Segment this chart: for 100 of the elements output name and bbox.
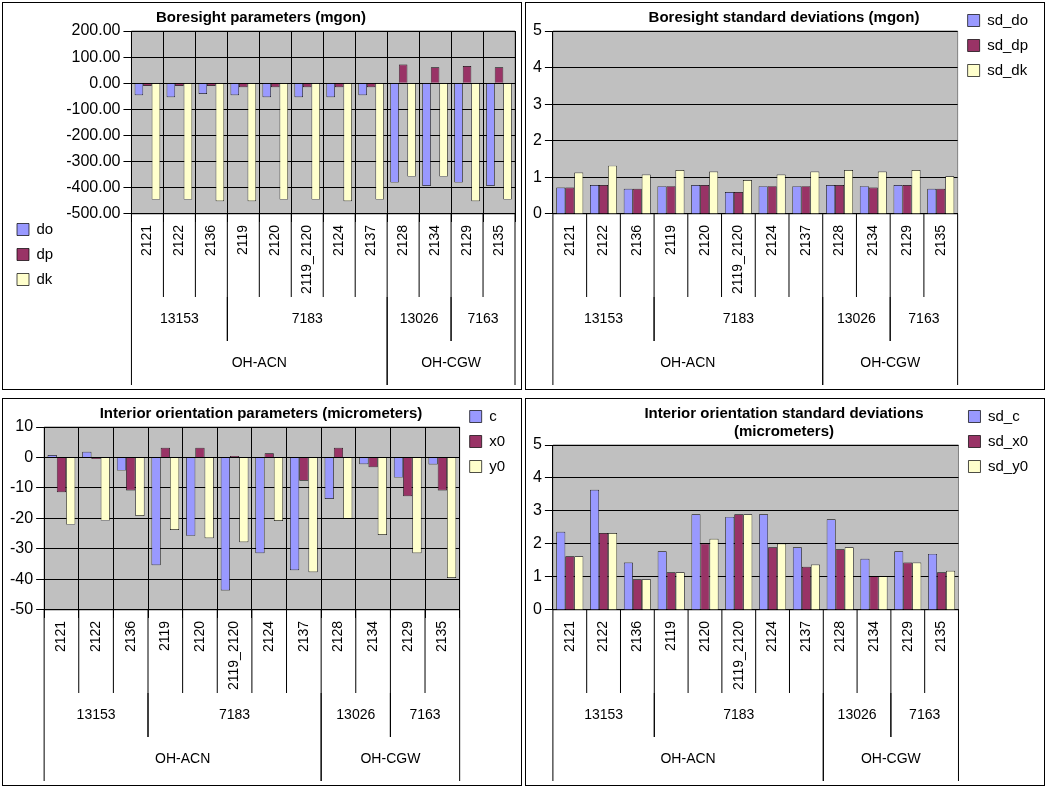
y-tick-label: -100.00	[66, 99, 121, 117]
x-tick-label: 2124	[763, 620, 780, 653]
text: 13153	[76, 705, 116, 722]
text: 13026	[399, 309, 439, 326]
y-tick-label: -400.00	[66, 178, 121, 196]
x-tick-label: 2124	[762, 224, 779, 257]
text: 13026	[837, 705, 877, 722]
y-tick-label: 0	[24, 447, 34, 465]
x-tick-label: 2136	[202, 224, 219, 257]
x-tick-label: 2120	[695, 620, 712, 653]
x-tick-label: 2120	[695, 224, 712, 257]
x-tick-label: 2137	[362, 224, 379, 257]
x-tick-label: 2136	[121, 620, 138, 653]
text: OH-CGW	[360, 749, 422, 766]
x-tick-label: 2124	[260, 620, 277, 653]
x-tick-label: 2119	[156, 620, 173, 652]
y-tick-label: -40	[10, 569, 34, 587]
x-tick-label: 2134	[864, 224, 881, 257]
y-tick-label: 3	[532, 94, 542, 112]
text: 13026	[836, 309, 877, 326]
text: OH-ACN	[660, 353, 716, 370]
text: OH-ACN	[155, 749, 211, 766]
legend-label: y0	[489, 456, 505, 474]
text: 7183	[219, 705, 251, 722]
y-tick-label: 1	[532, 167, 542, 185]
text: 7183	[723, 705, 755, 722]
x-tick-label: 2120	[190, 620, 207, 653]
x-tick-label: 2122	[86, 620, 103, 653]
y-tick-label: 5	[532, 21, 542, 39]
legend-label: dp	[36, 244, 54, 262]
y-tick-label: 0	[532, 204, 542, 222]
x-tick-label: 2128	[393, 224, 410, 257]
legend-label: dk	[36, 269, 53, 287]
legend-label: sd_dp	[987, 35, 1029, 53]
text: 7163	[909, 705, 941, 722]
x-tick-label: 2121	[52, 620, 69, 653]
x-tick-label: 2135	[433, 620, 450, 653]
x-tick-label: 2134	[864, 620, 881, 653]
y-tick-label: -10	[10, 478, 34, 496]
x-tick-label: 2137	[797, 620, 814, 653]
x-tick-label: 2119	[662, 620, 679, 652]
y-tick-label: 1	[532, 567, 542, 585]
x-tick-label: 2121	[138, 224, 155, 257]
x-tick-label: 2134	[363, 620, 380, 653]
text: 13153	[584, 309, 624, 326]
x-tick-label: 2136	[628, 620, 645, 653]
x-tick-label: 2119_2120	[729, 224, 746, 295]
text: 7183	[291, 309, 324, 326]
x-tick-label: 2129	[398, 620, 415, 653]
chart-title: Interior orientation parameters (micrometers)	[99, 404, 423, 422]
y-tick-label: 0.00	[89, 73, 121, 91]
x-tick-label: 2119_2120	[225, 620, 242, 691]
x-tick-label: 2136	[628, 224, 645, 257]
y-tick-label: -50	[10, 600, 34, 618]
x-tick-label: 2135	[932, 620, 949, 653]
legend-label: sd_do	[987, 10, 1029, 28]
chart-title: Boresight standard deviations (mgon)	[648, 8, 920, 26]
y-tick-label: -200.00	[66, 125, 121, 143]
y-tick-label: 4	[532, 58, 542, 75]
x-tick-label: 2128	[329, 620, 346, 653]
legend-label: sd_c	[987, 406, 1021, 424]
legend-label: c	[489, 406, 498, 424]
y-tick-label: 2	[532, 131, 542, 149]
legend-label: do	[36, 219, 54, 237]
x-tick-label: 2124	[330, 224, 347, 257]
text: 7183	[722, 309, 755, 326]
x-tick-label: 2119_2120	[298, 224, 315, 295]
text: 13153	[584, 705, 624, 722]
text: 7163	[908, 309, 940, 326]
text: OH-CGW	[421, 353, 482, 370]
legend-label: sd_dk	[987, 60, 1028, 78]
chart-title: Interior orientation standard deviations (micrometers)	[644, 404, 924, 440]
y-tick-label: 2	[532, 534, 542, 552]
x-tick-label: 2137	[796, 224, 813, 257]
x-tick-label: 2122	[594, 620, 611, 653]
x-tick-label: 2121	[560, 224, 577, 257]
x-tick-label: 2134	[425, 224, 442, 257]
x-tick-label: 2122	[594, 224, 611, 257]
y-tick-label: 0	[532, 600, 542, 618]
x-tick-label: 2119_2120	[729, 620, 746, 691]
text: 7163	[467, 309, 499, 326]
x-tick-label: 2122	[170, 224, 187, 257]
text: OH-CGW	[860, 749, 922, 766]
y-tick-label: 10	[15, 417, 34, 435]
text: 13026	[336, 705, 376, 722]
legend-label: x0	[489, 431, 505, 449]
text: OH-ACN	[660, 749, 716, 766]
y-tick-label: -30	[10, 539, 34, 557]
y-tick-label: 5	[532, 435, 542, 453]
x-tick-label: 2135	[931, 224, 948, 257]
legend-label: sd_x0	[987, 431, 1028, 449]
x-tick-label: 2121	[560, 620, 577, 653]
x-tick-label: 2120	[266, 224, 283, 257]
x-tick-label: 2129	[457, 224, 474, 257]
legend-label: sd_y0	[987, 456, 1028, 474]
x-tick-label: 2129	[898, 620, 915, 653]
text: OH-CGW	[860, 353, 921, 370]
y-tick-label: 3	[532, 501, 542, 519]
x-tick-label: 2119	[661, 224, 678, 256]
text: 13153	[159, 309, 200, 326]
